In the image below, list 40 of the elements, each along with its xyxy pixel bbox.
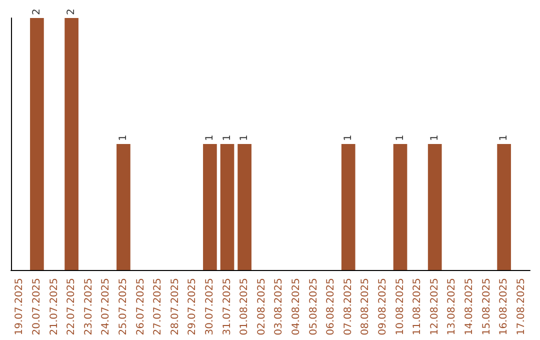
x-tick-label: 27.07.2025 — [152, 278, 164, 336]
x-tick-label: 20.07.2025 — [31, 278, 42, 336]
x-tick-label: 21.07.2025 — [48, 278, 60, 336]
x-tick-label: 15.08.2025 — [481, 278, 492, 336]
x-tick-label: 28.07.2025 — [170, 278, 181, 336]
data-label: 1 — [394, 134, 406, 141]
x-tick-label: 12.08.2025 — [429, 278, 440, 336]
x-tick-label: 09.08.2025 — [377, 278, 388, 336]
data-label: 1 — [222, 134, 233, 141]
x-tick-label: 03.08.2025 — [274, 278, 285, 336]
x-tick-label: 17.08.2025 — [516, 278, 527, 336]
data-label: 1 — [429, 134, 440, 141]
x-tick-label: 26.07.2025 — [135, 278, 146, 336]
x-tick-label: 06.08.2025 — [326, 278, 337, 336]
x-tick-label: 22.07.2025 — [66, 278, 78, 336]
x-tick-label: 08.08.2025 — [360, 278, 372, 336]
x-tick-label: 31.07.2025 — [222, 278, 233, 336]
x-tick-label: 10.08.2025 — [394, 278, 406, 336]
x-tick-label: 24.07.2025 — [100, 278, 112, 336]
x-tick-label: 16.08.2025 — [498, 278, 510, 336]
data-label: 1 — [239, 134, 250, 141]
data-label: 1 — [118, 134, 129, 141]
x-tick-label: 11.08.2025 — [412, 278, 424, 336]
data-label: 2 — [66, 8, 78, 15]
x-tick-label: 25.07.2025 — [118, 278, 129, 336]
data-label: 1 — [204, 134, 216, 141]
data-label: 2 — [31, 8, 42, 15]
data-label: 1 — [342, 134, 354, 141]
x-tick-label: 04.08.2025 — [290, 278, 302, 336]
x-tick-label: 01.08.2025 — [239, 278, 250, 336]
x-tick-label: 07.08.2025 — [342, 278, 354, 336]
x-tick-label: 02.08.2025 — [256, 278, 268, 336]
x-tick-label: 05.08.2025 — [308, 278, 320, 336]
x-tick-label: 30.07.2025 — [204, 278, 216, 336]
x-tick-label: 14.08.2025 — [464, 278, 475, 336]
x-tick-label: 29.07.2025 — [187, 278, 198, 336]
x-tick-label: 13.08.2025 — [446, 278, 458, 336]
data-label: 1 — [498, 134, 510, 141]
x-tick-label: 23.07.2025 — [83, 278, 94, 336]
x-tick-label: 19.07.2025 — [14, 278, 26, 336]
